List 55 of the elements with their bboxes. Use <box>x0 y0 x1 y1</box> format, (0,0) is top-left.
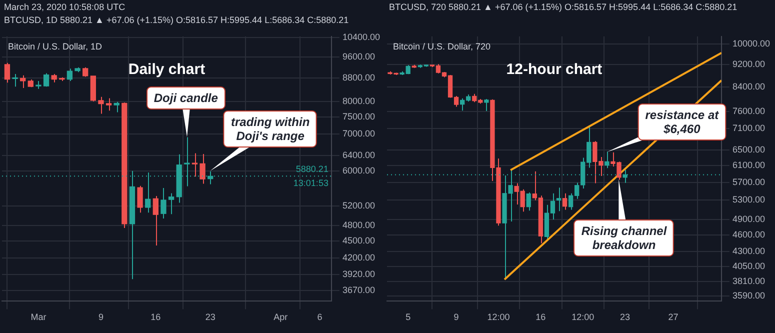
y-tick-label: 8800.00 <box>342 72 376 83</box>
x-tick-label: 9 <box>454 312 459 322</box>
y-tick-label: 7100.00 <box>732 122 766 133</box>
y-tick-label: 4050.00 <box>732 260 766 271</box>
y-tick-label: 5200.00 <box>342 200 376 211</box>
y-tick-label: 8400.00 <box>732 81 766 92</box>
x-tick-label: 23 <box>620 312 630 322</box>
annotation: trading within Doji's range <box>230 115 311 144</box>
x-tick-label: Apr <box>274 312 288 322</box>
y-tick-label: 5700.00 <box>732 176 766 187</box>
annotation: Rising channel breakdown <box>580 224 668 252</box>
ref-line-label: 5880.21 <box>296 164 328 174</box>
text: March 23, 2020 10:58:08 UTC <box>4 1 126 14</box>
y-tick-label: 9600.00 <box>342 52 376 62</box>
y-tick-label: 10000.00 <box>732 38 770 49</box>
y-tick-label: 6400.00 <box>342 150 376 160</box>
x-tick-label: 12:00 <box>487 312 510 322</box>
annotation: Doji candle <box>152 91 219 106</box>
x-tick-label: 9 <box>98 312 104 322</box>
y-tick-label: 4300.00 <box>732 246 766 256</box>
y-tick-label: 7600.00 <box>732 106 766 116</box>
text: Bitcoin / U.S. Dollar, 720 <box>393 41 491 52</box>
y-tick-label: 6000.00 <box>342 166 376 176</box>
y-tick-label: 4500.00 <box>342 236 376 246</box>
x-tick-label: 16 <box>150 312 161 322</box>
y-tick-label: 7500.00 <box>342 112 376 122</box>
text: BTCUSD, 1D 5880.21 ▲ +67.06 (+1.15%) O:5816.57 H:5995.44 L:5686.34 C:5880.21 <box>4 14 350 27</box>
y-tick-label: 6500.00 <box>732 144 766 155</box>
y-tick-label: 9200.00 <box>732 59 766 70</box>
y-tick-label: 8000.00 <box>342 96 376 106</box>
annotation: 13:01:53 <box>293 178 328 188</box>
x-tick-label: 12:00 <box>572 312 594 322</box>
y-tick-label: 3590.00 <box>732 290 766 300</box>
y-tick-label: 3920.00 <box>342 269 376 280</box>
text: 12-hour chart <box>506 61 602 78</box>
y-tick-label: 7000.00 <box>342 128 376 138</box>
text: Daily chart <box>128 61 206 78</box>
y-tick-label: 4800.00 <box>342 220 376 230</box>
text: BTCUSD, 720 5880.21 ▲ +67.06 (+1.15%) O:5816.57 H:5995.44 L:5686.34 C:5880.21 <box>389 1 738 14</box>
x-tick-label: 23 <box>205 312 216 322</box>
y-tick-label: 4900.00 <box>732 214 766 224</box>
x-tick-label: 6 <box>317 312 322 322</box>
y-tick-label: 3810.00 <box>732 276 766 286</box>
x-tick-label: Mar <box>30 312 46 322</box>
y-tick-label: 5300.00 <box>732 194 766 205</box>
y-tick-label: 6100.00 <box>732 160 766 170</box>
y-tick-label: 10400.00 <box>342 32 380 42</box>
text: Bitcoin / U.S. Dollar, 1D <box>8 41 103 52</box>
speech-bubble: Rising channel breakdown <box>573 178 675 257</box>
y-tick-label: 4600.00 <box>732 230 766 240</box>
y-tick-label: 3670.00 <box>342 285 376 296</box>
x-tick-label: 16 <box>536 312 546 322</box>
x-tick-label: 5 <box>406 312 411 322</box>
y-tick-label: 4200.00 <box>342 252 376 262</box>
x-tick-label: 27 <box>668 312 678 322</box>
